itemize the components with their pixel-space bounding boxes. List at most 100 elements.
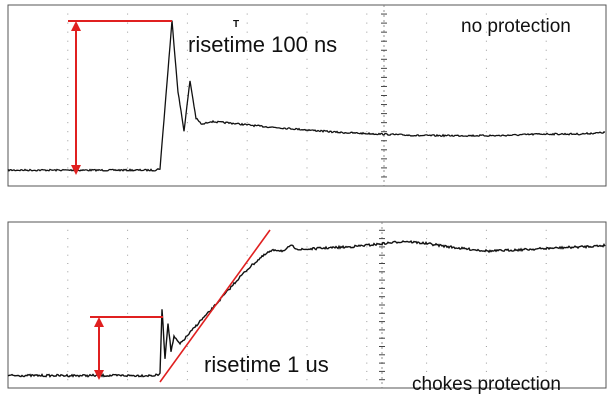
grid-dot (545, 113, 547, 115)
grid-dot (67, 229, 69, 231)
grid-dot (426, 176, 428, 178)
grid-dot (246, 321, 248, 323)
grid-dot (127, 271, 129, 273)
grid-dot (67, 67, 69, 69)
grid-dot (485, 40, 487, 42)
grid-dot (67, 149, 69, 151)
panel-1-arrow-head-down (71, 165, 81, 175)
grid-dot (246, 22, 248, 24)
grid-dot (67, 271, 69, 273)
grid-dot (426, 304, 428, 306)
grid-dot (186, 362, 188, 364)
grid-dot (366, 31, 368, 33)
grid-dot (246, 49, 248, 51)
grid-dot (67, 85, 69, 87)
grid-dot (485, 113, 487, 115)
grid-dot (67, 287, 69, 289)
panel-2-frame (7, 221, 607, 389)
grid-dot (545, 176, 547, 178)
grid-dot (246, 370, 248, 372)
grid-dot (67, 329, 69, 331)
grid-dot (485, 158, 487, 160)
grid-dot (366, 58, 368, 60)
grid-dot (67, 158, 69, 160)
grid-dot (485, 58, 487, 60)
grid-dot (246, 229, 248, 231)
grid-dot (485, 31, 487, 33)
grid-dot (485, 379, 487, 381)
grid-dot (186, 271, 188, 273)
grid-dot (366, 95, 368, 96)
grid-dot (366, 287, 368, 289)
grid-dot (127, 337, 129, 339)
grid-dot (426, 140, 428, 142)
grid-dot (485, 346, 487, 347)
grid-dot (366, 104, 368, 106)
grid-dot (127, 354, 129, 356)
panel-1-label: no protection (461, 16, 571, 37)
grid-dot (246, 31, 248, 33)
grid-dot (67, 238, 69, 240)
grid-dot (366, 329, 368, 331)
grid-dot (306, 167, 308, 169)
grid-dot (246, 287, 248, 289)
panel-1-arrow-head-up (71, 21, 81, 31)
grid-dot (366, 229, 368, 231)
grid-dot (246, 354, 248, 356)
grid-dot (246, 246, 248, 248)
grid-dot (127, 304, 129, 306)
grid-dot (186, 76, 188, 78)
grid-dot (426, 346, 428, 347)
grid-dot (366, 304, 368, 306)
grid-dot (67, 362, 69, 364)
grid-dot (67, 279, 69, 281)
grid-dot (246, 176, 248, 178)
grid-dot (246, 337, 248, 339)
panel-2-risetime-label: risetime 1 us (204, 352, 329, 377)
grid-dot (545, 346, 547, 347)
grid-dot (545, 67, 547, 69)
grid-dot (127, 104, 129, 106)
grid-dot (485, 104, 487, 106)
grid-dot (426, 263, 428, 264)
grid-dot (306, 49, 308, 51)
panel-2-grid (67, 222, 547, 388)
grid-dot (485, 95, 487, 96)
grid-dot (485, 176, 487, 178)
grid-dot (485, 13, 487, 15)
grid-dot (545, 140, 547, 142)
grid-dot (366, 176, 368, 178)
grid-dot (67, 312, 69, 314)
grid-dot (186, 254, 188, 256)
grid-dot (186, 312, 188, 314)
grid-dot (306, 122, 308, 124)
grid-dot (545, 13, 547, 15)
grid-dot (426, 58, 428, 60)
grid-dot (186, 379, 188, 381)
grid-dot (545, 304, 547, 306)
grid-dot (485, 271, 487, 273)
grid-dot (127, 238, 129, 240)
grid-dot (246, 296, 248, 298)
grid-dot (67, 49, 69, 51)
grid-dot (67, 379, 69, 381)
grid-dot (366, 321, 368, 323)
grid-dot (306, 22, 308, 24)
grid-dot (127, 312, 129, 314)
grid-dot (306, 13, 308, 15)
grid-dot (186, 238, 188, 240)
grid-dot (186, 95, 188, 96)
grid-dot (186, 113, 188, 115)
grid-dot (306, 76, 308, 78)
grid-dot (67, 76, 69, 78)
grid-dot (545, 122, 547, 124)
grid-dot (67, 104, 69, 106)
grid-dot (306, 58, 308, 60)
grid-dot (545, 246, 547, 248)
grid-dot (545, 287, 547, 289)
panel-1-frame (7, 4, 607, 187)
grid-dot (186, 229, 188, 231)
grid-dot (186, 31, 188, 33)
grid-dot (246, 140, 248, 142)
